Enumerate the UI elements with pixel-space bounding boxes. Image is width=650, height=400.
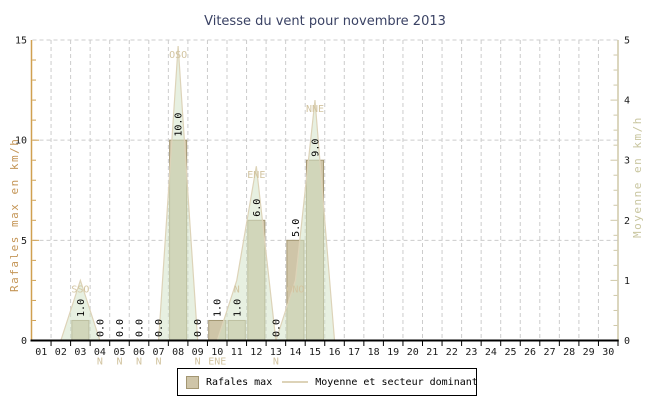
direction-label-day-12: ENE (247, 170, 265, 181)
x-day-label: 28 (563, 347, 575, 358)
x-day-label: 26 (524, 347, 536, 358)
bar-value-label: 0.0 (135, 319, 146, 337)
chart-title: Vitesse du vent pour novembre 2013 (204, 14, 446, 29)
bar-value-label: 0.0 (95, 319, 106, 337)
direction-label-day-7: N (156, 357, 162, 368)
x-day-label: 13 (270, 347, 282, 358)
left-tick-label: 5 (21, 236, 27, 247)
legend-line-swatch-icon (282, 381, 309, 383)
x-day-label: 21 (426, 347, 438, 358)
x-day-label: 07 (153, 347, 165, 358)
chart-legend: Rafales max Moyenne et secteur dominant (177, 368, 478, 396)
direction-label-day-9: N (195, 357, 201, 368)
x-day-label: 10 (211, 347, 223, 358)
x-day-label: 27 (544, 347, 556, 358)
x-day-label: 29 (583, 347, 595, 358)
bar-value-label: 0.0 (271, 319, 282, 337)
direction-label-day-5: N (116, 357, 122, 368)
bar-value-label: 0.0 (115, 319, 126, 337)
left-tick-label: 0 (21, 336, 27, 347)
x-day-label: 19 (387, 347, 399, 358)
right-tick-label: 2 (624, 216, 630, 227)
x-day-label: 12 (250, 347, 262, 358)
legend-label-rafales-max: Rafales max (206, 376, 273, 388)
x-day-label: 05 (113, 347, 125, 358)
right-tick-label: 0 (624, 336, 630, 347)
bar-value-label: 1.0 (213, 299, 224, 317)
bar-value-label: 6.0 (252, 199, 263, 217)
left-tick-label: 10 (15, 136, 27, 147)
bar-value-label: 1.0 (76, 299, 87, 317)
direction-label-day-15: NNE (306, 104, 324, 115)
x-day-label: 30 (602, 347, 614, 358)
bar-value-label: 1.0 (232, 299, 243, 317)
x-day-label: 15 (309, 347, 321, 358)
bar-value-label: 5.0 (291, 219, 302, 237)
bar-value-label: 0.0 (154, 319, 165, 337)
x-day-label: 24 (485, 347, 497, 358)
right-tick-label: 1 (624, 276, 630, 287)
right-tick-label: 5 (624, 36, 630, 47)
x-day-label: 01 (35, 347, 47, 358)
bar-value-label: 10.0 (174, 113, 185, 137)
direction-label-day-10: ENE (208, 357, 226, 368)
x-day-label: 23 (465, 347, 477, 358)
left-tick-label: 15 (15, 36, 27, 47)
x-day-label: 04 (94, 347, 106, 358)
right-tick-label: 3 (624, 156, 630, 167)
x-day-label: 09 (192, 347, 204, 358)
x-day-label: 20 (407, 347, 419, 358)
direction-label-day-14: ONO (286, 284, 304, 295)
direction-label-day-6: N (136, 357, 142, 368)
legend-bar-swatch-icon (186, 375, 199, 389)
x-day-label: 08 (172, 347, 184, 358)
direction-label-day-3: SSO (71, 284, 89, 295)
bar-value-label: 9.0 (310, 139, 321, 157)
direction-label-day-11: N (234, 284, 240, 295)
x-day-label: 03 (74, 347, 86, 358)
direction-label-day-8: OSO (169, 50, 187, 61)
direction-label-day-13: N (273, 357, 279, 368)
x-day-label: 16 (329, 347, 341, 358)
direction-label-day-4: N (97, 357, 103, 368)
bar-value-label: 0.0 (193, 319, 204, 337)
x-day-label: 25 (504, 347, 516, 358)
x-day-label: 02 (55, 347, 67, 358)
x-day-label: 18 (368, 347, 380, 358)
x-day-label: 14 (289, 347, 301, 358)
x-day-label: 22 (446, 347, 458, 358)
x-day-label: 06 (133, 347, 145, 358)
legend-label-moyenne: Moyenne et secteur dominant (315, 376, 478, 388)
x-day-label: 11 (231, 347, 243, 358)
x-day-label: 17 (348, 347, 360, 358)
right-tick-label: 4 (624, 96, 630, 107)
